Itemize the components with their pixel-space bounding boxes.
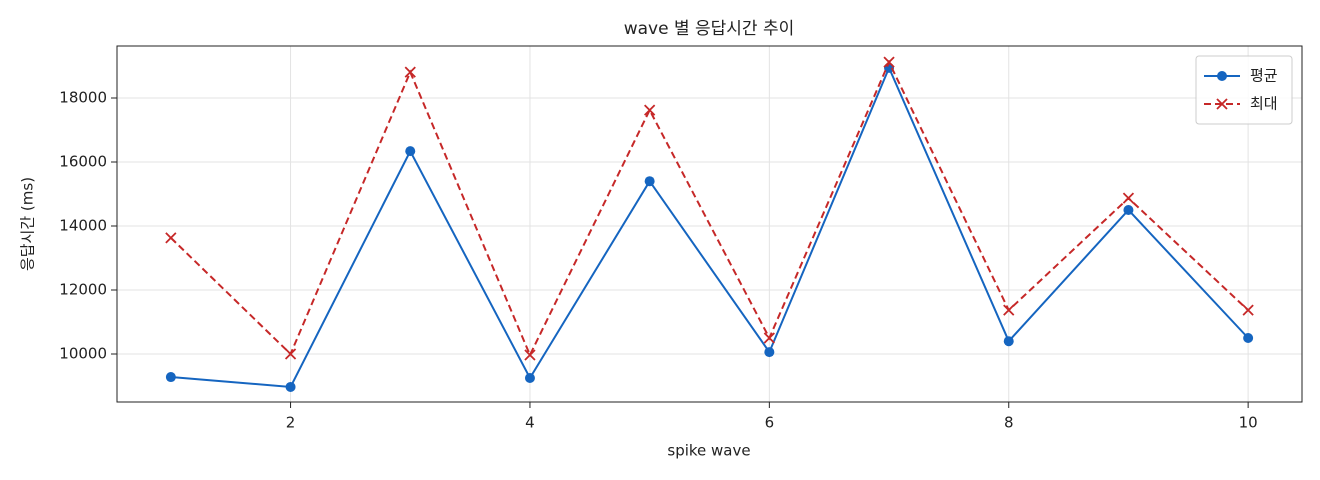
series-line	[170, 59, 1249, 358]
series-line	[170, 65, 1249, 389]
marker	[405, 146, 416, 157]
y-tick-label: 18000	[59, 89, 107, 107]
legend-marker	[1217, 71, 1227, 81]
marker	[1123, 205, 1134, 215]
marker	[404, 66, 416, 78]
marker	[763, 332, 775, 344]
marker	[764, 347, 775, 358]
x-axis-label: spike wave	[667, 442, 750, 460]
marker	[644, 176, 655, 187]
marker	[1122, 192, 1135, 204]
marker	[644, 104, 656, 116]
x-tick-label: 6	[765, 414, 775, 432]
legend-label: 평균	[1250, 67, 1278, 85]
y-axis-label: 응답시간 (ms)	[19, 177, 37, 271]
x-tick-label: 4	[525, 414, 535, 432]
x-tick-label: 8	[1004, 414, 1014, 432]
y-tick-label: 10000	[59, 345, 107, 363]
marker	[284, 348, 297, 360]
y-tick-label: 16000	[59, 153, 107, 171]
x-tick-label: 10	[1239, 414, 1258, 432]
marker	[285, 381, 296, 392]
marker	[165, 232, 177, 244]
chart-title: wave 별 응답시간 추이	[624, 19, 795, 39]
marker	[1003, 304, 1015, 316]
marker	[524, 349, 536, 361]
marker	[1242, 304, 1254, 316]
plot-frame	[116, 45, 1303, 403]
marker	[1243, 333, 1254, 343]
x-tick-label: 2	[286, 414, 296, 432]
marker	[883, 56, 895, 68]
y-tick-label: 14000	[59, 217, 107, 235]
marker	[165, 372, 176, 383]
y-tick-label: 12000	[59, 281, 107, 299]
marker	[1003, 336, 1014, 347]
legend-label: 최대	[1250, 95, 1278, 113]
legend-marker	[1216, 98, 1228, 110]
marker	[524, 373, 535, 383]
